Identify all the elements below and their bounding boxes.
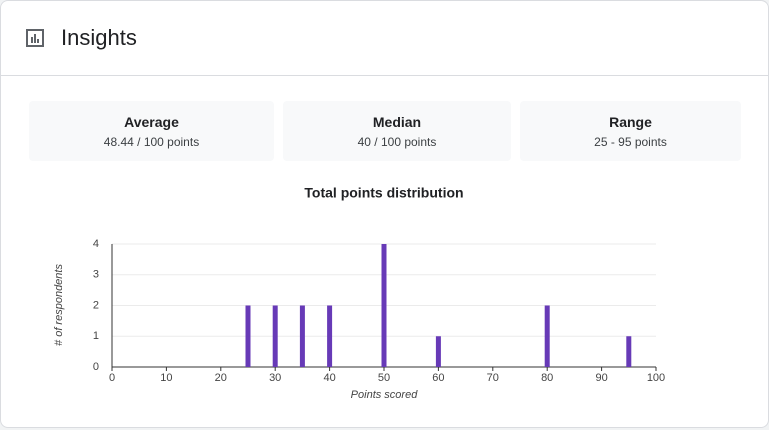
x-tick-label: 30 (269, 372, 281, 384)
bar (544, 305, 550, 367)
stat-label: Average (124, 114, 179, 130)
y-axis-label: # of respondents (53, 264, 65, 346)
bar (327, 305, 333, 367)
insights-icon (26, 29, 44, 47)
x-tick-label: 20 (215, 372, 227, 384)
x-tick-label: 10 (160, 372, 172, 384)
bar (245, 305, 251, 367)
x-tick-label: 80 (541, 372, 553, 384)
x-tick-label: 40 (323, 372, 335, 384)
x-tick-label: 50 (378, 372, 390, 384)
stat-value: 48.44 / 100 points (103, 135, 200, 149)
x-tick-label: 90 (595, 372, 607, 384)
x-tick-label: 60 (432, 372, 444, 384)
x-tick-label: 100 (647, 372, 665, 384)
chart-title: Total points distribution (304, 185, 463, 201)
x-axis-label: Points scored (351, 389, 419, 401)
y-tick-label: 1 (93, 330, 99, 342)
stat-value: 25 - 95 points (594, 135, 667, 149)
y-tick-label: 2 (93, 299, 99, 311)
x-tick-label: 0 (109, 372, 115, 384)
bar (272, 305, 278, 367)
y-tick-label: 4 (93, 238, 99, 250)
chart: Total points distribution Points scored … (53, 185, 665, 401)
stat-card: Median 40 / 100 points (283, 101, 511, 161)
y-tick-label: 3 (93, 269, 99, 281)
x-tick-label: 70 (487, 372, 499, 384)
y-tick-label: 0 (93, 361, 99, 373)
stat-label: Range (609, 114, 652, 130)
bar (626, 336, 632, 367)
stat-label: Median (372, 114, 422, 130)
header: Insights (1, 1, 768, 76)
bar (299, 305, 305, 367)
header-title: Insights (61, 25, 137, 50)
stat-card: Average 48.44 / 100 points (29, 101, 274, 161)
bar (435, 336, 441, 367)
stat-value: 40 / 100 points (357, 135, 437, 149)
bar (381, 244, 387, 367)
stat-card: Range 25 - 95 points (520, 101, 741, 161)
